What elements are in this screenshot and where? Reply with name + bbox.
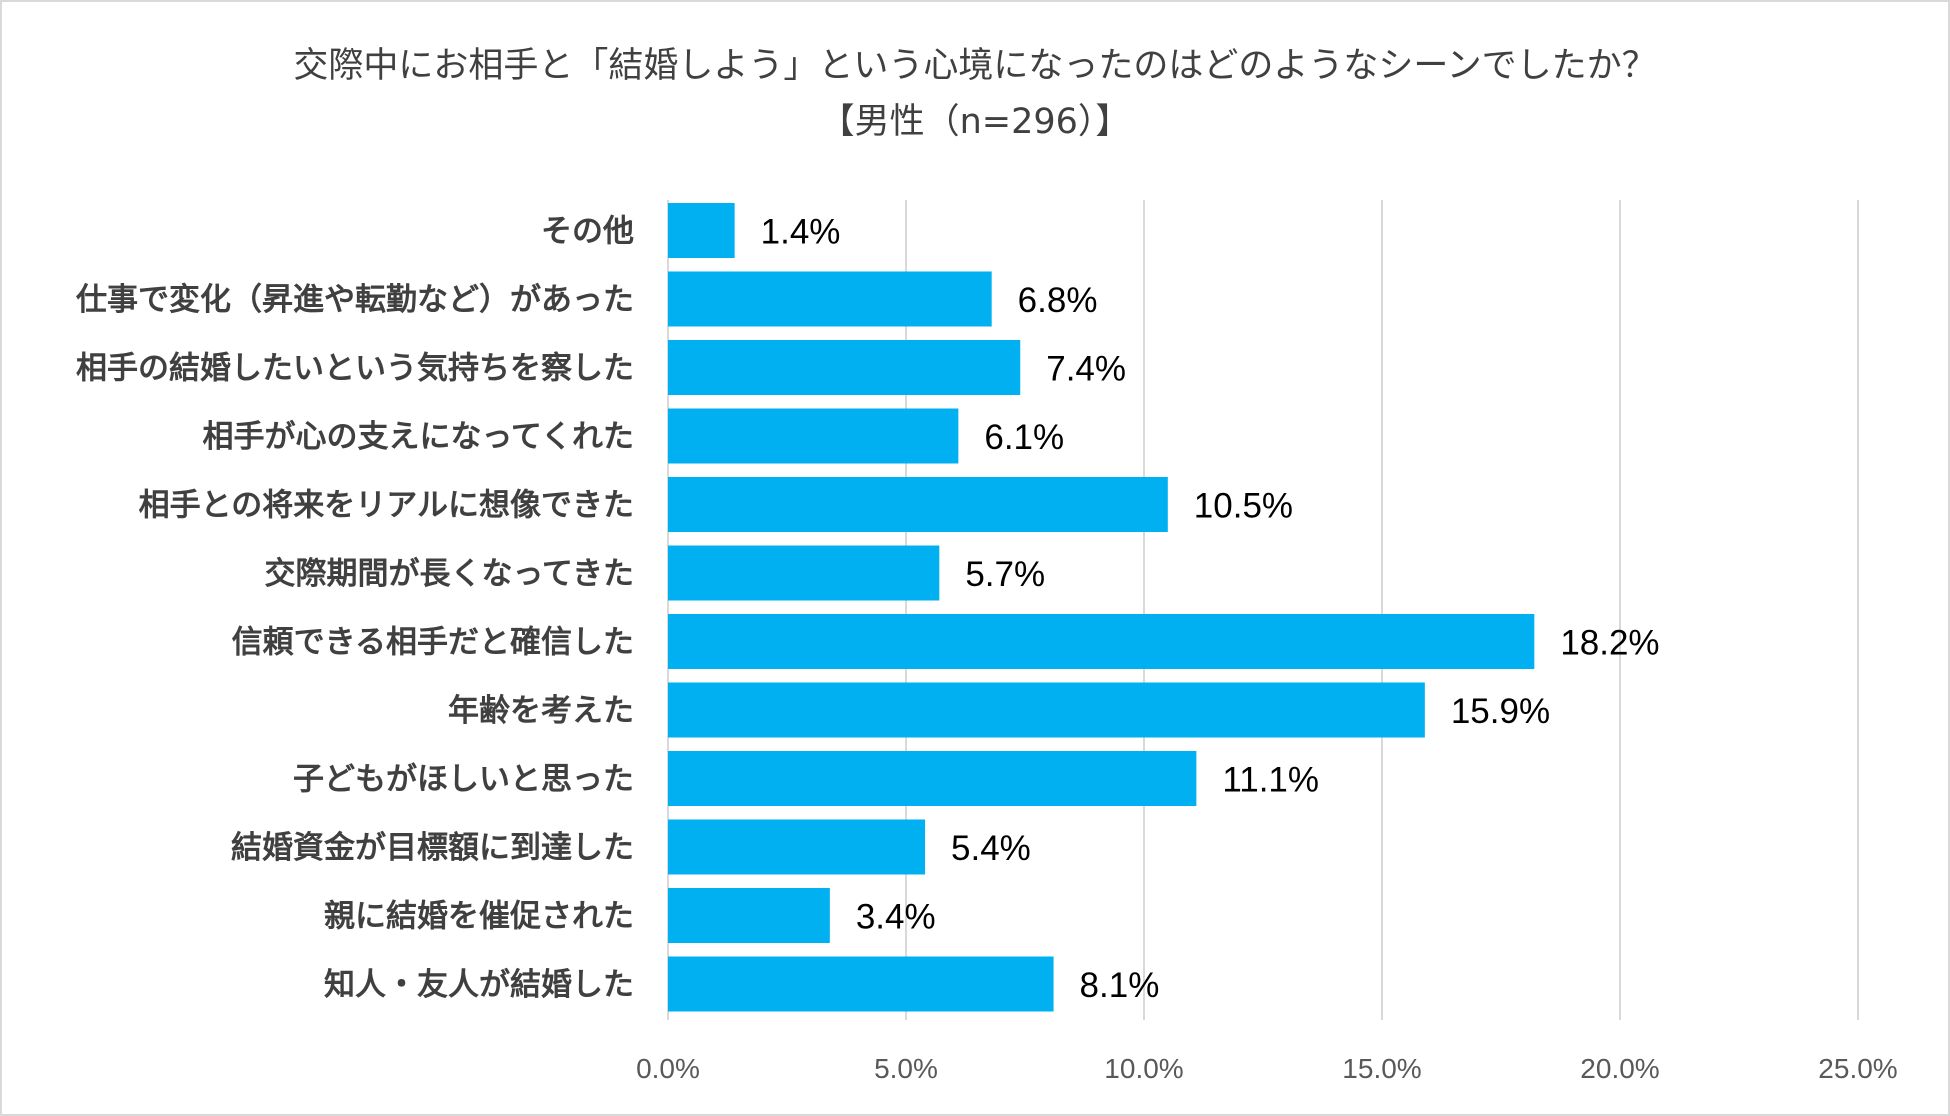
bar	[668, 888, 830, 943]
bar	[668, 203, 735, 258]
bars	[668, 203, 1535, 1012]
category-label: 相手が心の支えになってくれた	[202, 419, 634, 455]
x-tick-label: 20.0%	[1580, 1053, 1659, 1084]
data-label: 1.4%	[761, 213, 841, 252]
data-label: 8.1%	[1080, 966, 1160, 1005]
data-label: 18.2%	[1560, 624, 1659, 663]
category-label: 仕事で変化（昇進や転勤など）があった	[76, 282, 634, 318]
data-label: 11.1%	[1222, 761, 1319, 800]
category-label: 相手との将来をリアルに想像できた	[139, 488, 634, 524]
data-label: 5.7%	[965, 555, 1045, 594]
value-labels: 1.4% 6.8% 7.4% 6.1% 10.5% 5.7% 18.2% 15.9% 11.1%…	[761, 213, 1660, 1006]
x-tick-label: 0.0%	[636, 1053, 700, 1084]
x-tick-label: 15.0%	[1342, 1053, 1421, 1084]
bar	[668, 819, 926, 875]
bar	[668, 477, 1168, 532]
x-tick-label: 25.0%	[1818, 1053, 1897, 1084]
category-label: 交際期間が長くなってきた	[264, 556, 634, 592]
category-label: その他	[541, 214, 634, 250]
bar	[668, 408, 959, 464]
category-label: 年齢を考えた	[448, 693, 634, 729]
data-label: 15.9%	[1451, 692, 1550, 731]
category-label: 親に結婚を催促された	[324, 899, 634, 935]
x-tick-label: 5.0%	[874, 1053, 938, 1084]
bar	[668, 545, 940, 601]
data-label: 5.4%	[951, 829, 1031, 868]
data-label: 6.1%	[984, 418, 1064, 457]
x-tick-labels: 0.0% 5.0% 10.0% 15.0% 20.0% 25.0%	[636, 1053, 1898, 1084]
chart-title: 交際中にお相手と「結婚しよう」という心境になったのはどのようなシーンでしたか？	[293, 46, 1657, 86]
x-tick-label: 10.0%	[1104, 1053, 1183, 1084]
bar	[668, 682, 1425, 738]
gridlines	[667, 200, 1859, 1020]
category-label: 知人・友人が結婚した	[324, 967, 634, 1003]
category-label: 相手の結婚したいという気持ちを察した	[76, 351, 634, 387]
category-labels: その他仕事で変化（昇進や転勤など）があった相手の結婚したいという気持ちを察した相…	[76, 214, 634, 1004]
bar	[668, 614, 1535, 669]
bar	[668, 751, 1197, 806]
chart-subtitle: 【男性（n=296）】	[819, 102, 1131, 142]
chart-title-block: 交際中にお相手と「結婚しよう」という心境になったのはどのようなシーンでしたか？ …	[0, 38, 1950, 150]
category-label: 子どもがほしいと思った	[293, 762, 634, 798]
data-label: 10.5%	[1194, 487, 1293, 526]
data-label: 7.4%	[1046, 350, 1126, 389]
category-label: 結婚資金が目標額に到達した	[231, 830, 634, 866]
bar	[668, 340, 1021, 395]
bar	[668, 956, 1054, 1012]
category-label: 信頼できる相手だと確信した	[232, 625, 634, 661]
bar	[668, 271, 992, 327]
data-label: 6.8%	[1018, 281, 1098, 320]
data-label: 3.4%	[856, 898, 936, 937]
